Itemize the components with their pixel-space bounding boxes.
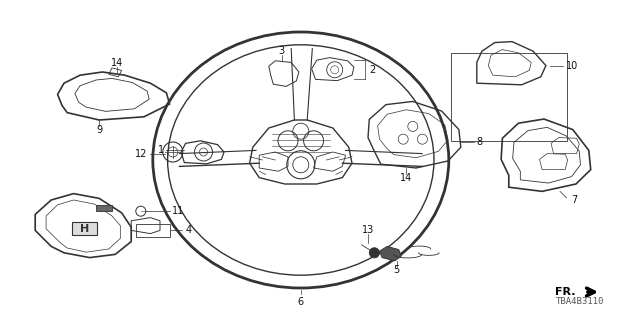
- Polygon shape: [72, 222, 97, 235]
- Text: 6: 6: [298, 297, 304, 308]
- Text: 11: 11: [172, 206, 184, 216]
- Text: 2: 2: [369, 65, 376, 76]
- Text: H: H: [80, 224, 89, 234]
- Text: 9: 9: [96, 124, 102, 135]
- Circle shape: [369, 248, 380, 258]
- Text: 7: 7: [572, 195, 578, 205]
- Text: 14: 14: [400, 173, 413, 183]
- Text: 12: 12: [135, 148, 147, 159]
- Bar: [451, 53, 567, 141]
- Text: 4: 4: [186, 225, 192, 236]
- Text: FR.: FR.: [554, 287, 575, 297]
- Text: 1: 1: [157, 145, 164, 156]
- Polygon shape: [380, 246, 401, 261]
- Text: 10: 10: [566, 60, 579, 71]
- Text: 14: 14: [111, 58, 124, 68]
- Text: 13: 13: [362, 225, 374, 235]
- Text: 5: 5: [394, 265, 400, 276]
- Text: TBA4B3110: TBA4B3110: [556, 298, 604, 307]
- Text: 3: 3: [278, 46, 285, 56]
- Polygon shape: [96, 205, 112, 211]
- Text: 8: 8: [477, 137, 483, 148]
